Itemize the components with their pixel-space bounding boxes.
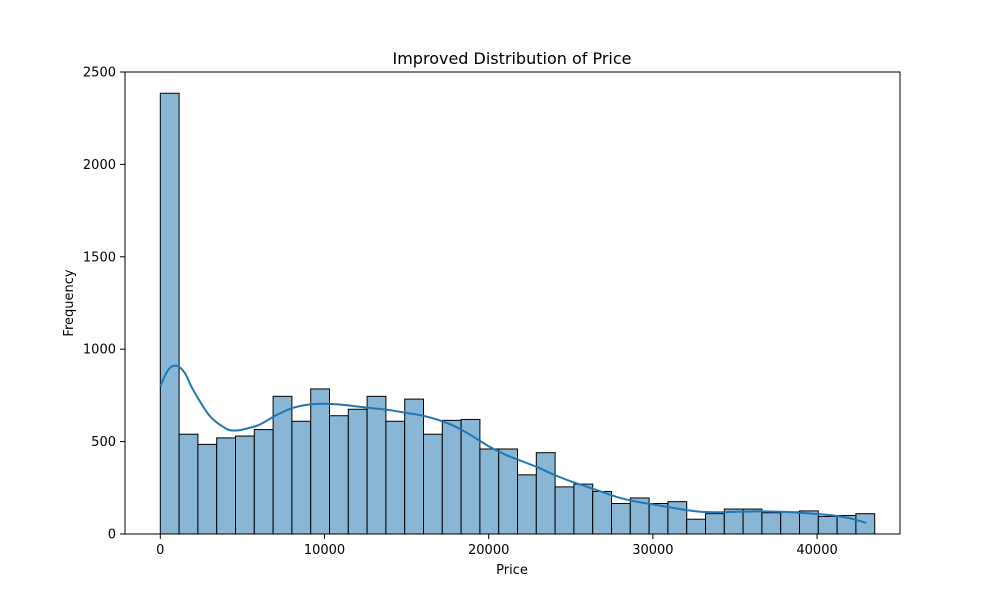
histogram-bar-4 [235, 435, 255, 535]
histogram-bar-7 [291, 420, 312, 535]
histogram-bar-16 [460, 418, 481, 535]
histogram-bar-9 [329, 415, 349, 535]
y-axis-label: Frequency [62, 269, 77, 336]
histogram-bar-19 [517, 474, 537, 535]
histogram-bar-5 [253, 429, 274, 535]
y-axis-ticks: 0 500 1000 1500 2000 2500 [83, 66, 125, 543]
histogram-bar-35 [817, 515, 838, 535]
y-tick-label-1000: 1000 [83, 343, 116, 358]
histogram-bar-29 [705, 513, 725, 535]
histogram-bar-28 [686, 518, 707, 535]
y-tick-label-1500: 1500 [83, 250, 116, 265]
chart-title: Improved Distribution of Price [393, 49, 632, 68]
histogram-bar-1 [178, 433, 199, 535]
histogram-bar-17 [479, 448, 500, 535]
histogram-bar-13 [404, 398, 425, 535]
histogram-bar-22 [573, 483, 594, 535]
plot-frame [124, 71, 901, 535]
x-tick-label-40000: 40000 [796, 543, 837, 558]
x-tick-label-30000: 30000 [632, 543, 673, 558]
histogram-bars [159, 92, 876, 535]
histogram-bar-33 [780, 511, 801, 535]
histogram-bar-24 [611, 503, 631, 535]
y-tick-label-2000: 2000 [83, 158, 116, 173]
histogram-bar-23 [592, 490, 613, 535]
histogram-bar-12 [385, 420, 406, 535]
histogram-bar-10 [347, 408, 368, 535]
histogram-bar-0 [159, 92, 180, 535]
histogram-bar-6 [272, 395, 293, 535]
histogram-bar-8 [310, 388, 331, 535]
x-tick-label-10000: 10000 [304, 543, 345, 558]
histogram-bar-3 [216, 437, 237, 535]
y-tick-label-2500: 2500 [83, 66, 116, 81]
histogram-bar-2 [197, 443, 218, 535]
histogram-bar-37 [855, 513, 876, 535]
histogram-bar-15 [441, 419, 462, 535]
histogram-bar-21 [554, 486, 575, 535]
histogram-bar-18 [498, 448, 519, 535]
x-axis-label: Price [496, 563, 528, 578]
x-tick-label-20000: 20000 [468, 543, 509, 558]
x-tick-label-0: 0 [156, 543, 164, 558]
histogram-bar-20 [535, 452, 556, 535]
histogram-bar-14 [423, 433, 443, 535]
histogram-bar-11 [366, 395, 387, 535]
histogram-bar-32 [761, 512, 782, 535]
histogram-bar-26 [648, 503, 669, 535]
kde-line [159, 364, 867, 524]
histogram-bar-31 [742, 508, 763, 535]
y-tick-label-0: 0 [108, 528, 116, 543]
y-tick-label-500: 500 [91, 435, 116, 450]
x-axis-ticks: 0 10000 20000 30000 40000 [156, 534, 838, 558]
